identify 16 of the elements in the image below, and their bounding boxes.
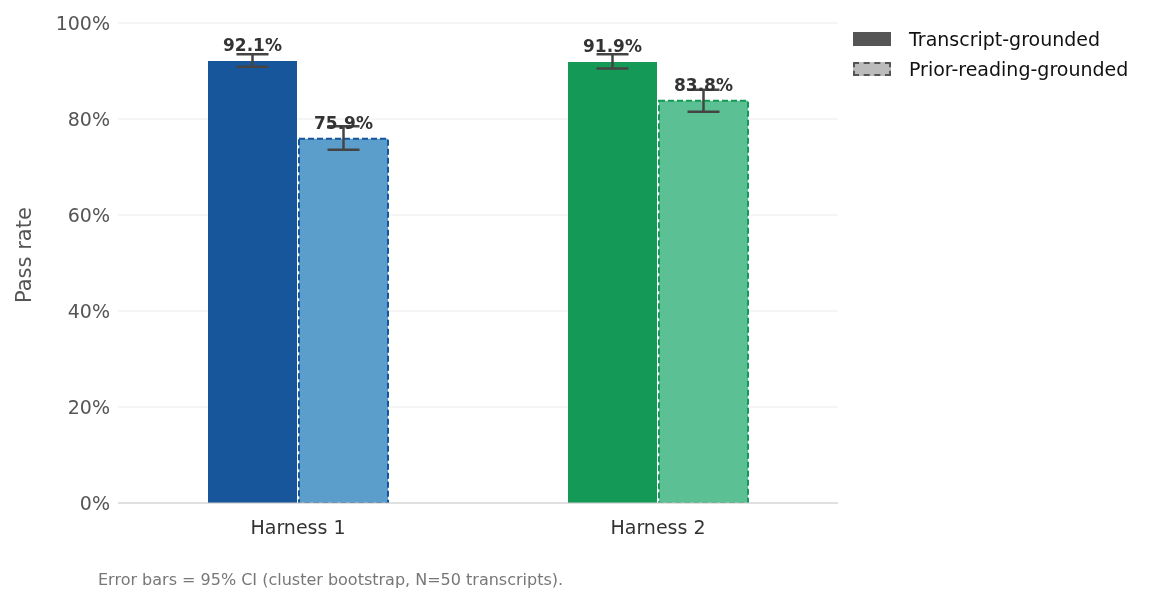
data-label: 92.1% [223, 34, 282, 55]
data-label: 75.9% [314, 112, 373, 133]
text: Prior-reading-grounded [909, 58, 1129, 80]
data-label: 83.8% [674, 74, 733, 95]
text: Transcript-grounded [909, 28, 1101, 50]
y-tick-label: 20% [67, 395, 110, 418]
text: Error bars = 95% CI (cluster bootstrap, N=50 transcripts). [98, 570, 564, 589]
x-tick-label: Harness 1 [250, 516, 346, 539]
y-axis-title: Pass rate [12, 207, 37, 303]
x-tick-label: Harness 2 [610, 516, 706, 539]
y-tick-label: 80% [67, 107, 110, 130]
data-label: 91.9% [583, 35, 642, 56]
y-tick-label: 100% [55, 11, 110, 34]
y-tick-label: 0% [79, 491, 110, 514]
y-tick-label: 60% [67, 203, 110, 226]
y-tick-label: 40% [67, 299, 110, 322]
